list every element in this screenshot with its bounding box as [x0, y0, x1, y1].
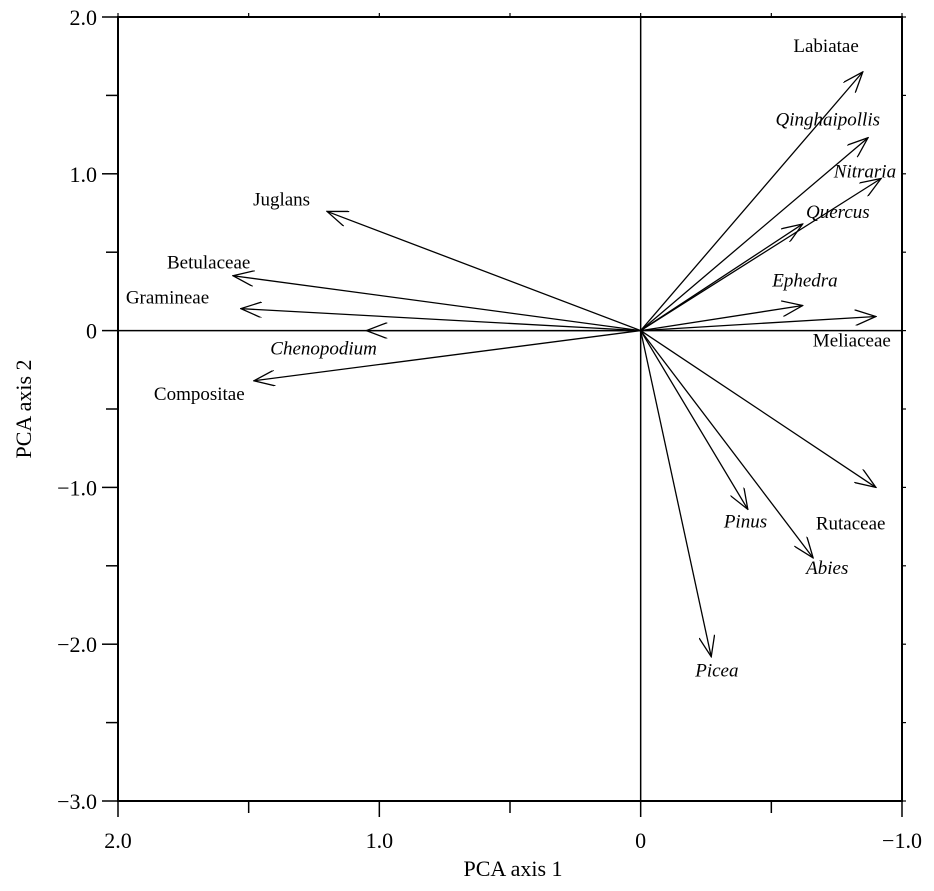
- y-tick-label: −1.0: [57, 475, 97, 500]
- label-betulaceae: Betulaceae: [167, 253, 250, 274]
- x-tick-label: 1.0: [366, 828, 394, 853]
- y-axis-title: PCA axis 2: [11, 359, 36, 458]
- label-gramineae: Gramineae: [126, 288, 209, 309]
- y-tick-label: −2.0: [57, 632, 97, 657]
- label-meliaceae: Meliaceae: [813, 330, 891, 351]
- y-tick-label: 2.0: [70, 5, 98, 30]
- label-ephedra: Ephedra: [771, 271, 837, 292]
- vector-abies: [640, 330, 813, 558]
- label-qinghaipollis: Qinghaipollis: [776, 110, 881, 131]
- vector-qinghaipollis: [640, 138, 868, 332]
- vector-compositae: [254, 329, 641, 381]
- vector-pinus: [640, 330, 748, 510]
- label-abies: Abies: [804, 558, 848, 579]
- label-chenopodium: Chenopodium: [270, 339, 377, 360]
- vector-nitraria: [640, 179, 881, 332]
- vector-picea: [640, 330, 712, 657]
- plot-frame: [117, 16, 903, 802]
- y-tick-label: −3.0: [57, 789, 97, 814]
- y-tick-label: 0: [86, 319, 97, 344]
- label-pinus: Pinus: [723, 511, 767, 532]
- label-compositae: Compositae: [154, 384, 245, 405]
- species-labels: Labiatae Qinghaipollis Nitraria Quercus Ephe…: [126, 36, 896, 682]
- vector-juglans: [327, 211, 641, 332]
- x-tick-label: 0: [635, 828, 646, 853]
- vector-betulaceae: [233, 276, 641, 332]
- tick-labels: 2.0 1.0 0 −1.0 2.0 1.0 0 −1.0 −2.0 −3.0: [57, 5, 922, 853]
- axis-ticks: [102, 13, 906, 817]
- vector-rutaceae: [640, 330, 876, 488]
- x-tick-label: 2.0: [104, 828, 132, 853]
- label-nitraria: Nitraria: [833, 162, 896, 183]
- label-labiatae: Labiatae: [793, 36, 858, 57]
- x-axis-title: PCA axis 1: [463, 856, 562, 881]
- label-quercus: Quercus: [806, 202, 870, 223]
- vector-ephedra: [640, 306, 803, 332]
- label-picea: Picea: [694, 661, 738, 682]
- vector-meliaceae: [640, 316, 876, 332]
- label-juglans: Juglans: [253, 189, 310, 210]
- x-tick-label: −1.0: [882, 828, 922, 853]
- vector-gramineae: [241, 309, 641, 332]
- zero-lines: [118, 17, 902, 801]
- label-rutaceae: Rutaceae: [816, 513, 886, 534]
- vector-labiatae: [640, 72, 863, 332]
- vector-quercus: [640, 224, 803, 332]
- loading-vectors: [233, 72, 881, 657]
- y-tick-label: 1.0: [70, 162, 98, 187]
